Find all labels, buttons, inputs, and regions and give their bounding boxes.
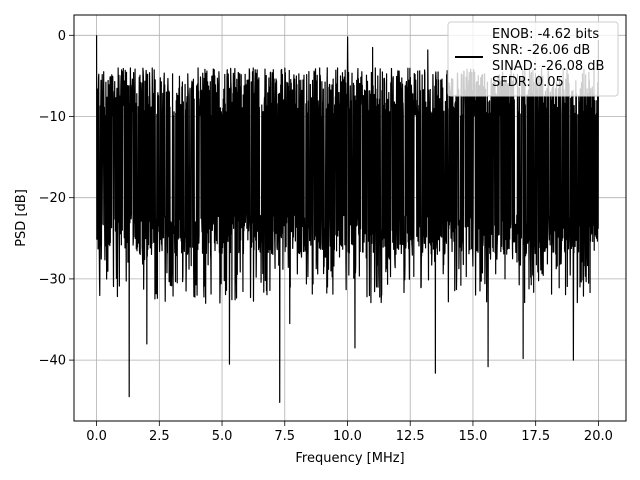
psd-series-line — [95, 35, 599, 403]
legend-entry-sfdr: SFDR: 0.05 — [492, 75, 564, 90]
x-tick-label: 12.5 — [396, 429, 425, 444]
x-axis-ticks: 0.0 2.5 5.0 7.5 10.0 12.5 15.0 17.5 20.0 — [86, 421, 613, 444]
x-tick-label: 20.0 — [584, 429, 613, 444]
y-tick-label: −10 — [39, 110, 66, 125]
legend-entry-enob: ENOB: -4.62 bits — [492, 27, 599, 42]
plot-frame — [73, 14, 627, 422]
legend: ENOB: -4.62 bits SNR: -26.06 dB SINAD: -… — [447, 21, 619, 97]
x-tick-label: 0.0 — [86, 429, 107, 444]
legend-entry-sinad: SINAD: -26.08 dB — [492, 59, 604, 74]
x-tick-label: 5.0 — [212, 429, 233, 444]
x-axis-label: Frequency [MHz] — [295, 451, 404, 466]
series-layer — [95, 35, 599, 403]
x-tick-label: 10.0 — [333, 429, 362, 444]
y-axis-ticks: 0 −10 −20 −30 −40 — [39, 29, 74, 369]
x-tick-label: 17.5 — [521, 429, 550, 444]
legend-entry-snr: SNR: -26.06 dB — [492, 43, 590, 58]
x-tick-label: 15.0 — [458, 429, 487, 444]
y-tick-label: −40 — [39, 354, 66, 369]
y-axis-label: PSD [dB] — [14, 189, 29, 247]
x-tick-label: 7.5 — [274, 429, 295, 444]
y-tick-label: −30 — [39, 272, 66, 287]
x-tick-label: 2.5 — [149, 429, 170, 444]
y-tick-label: 0 — [58, 29, 66, 44]
legend-box — [447, 21, 619, 97]
y-tick-label: −20 — [39, 191, 66, 206]
